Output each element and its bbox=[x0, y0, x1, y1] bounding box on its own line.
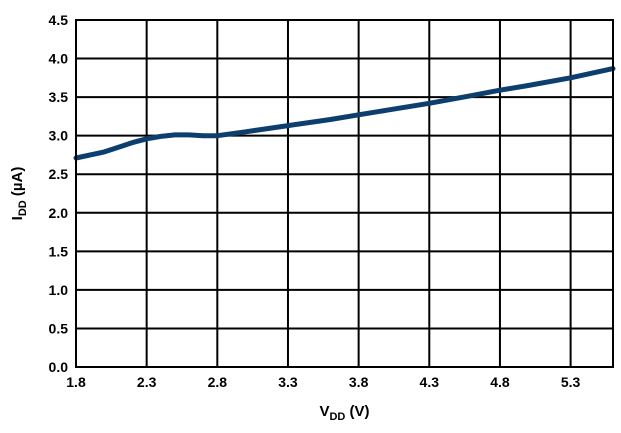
x-axis-title-subscript: DD bbox=[329, 411, 345, 423]
x-tick-label: 2.3 bbox=[137, 374, 157, 390]
y-tick-label: 2.0 bbox=[49, 205, 69, 221]
series-layer bbox=[73, 66, 616, 161]
y-tick-label: 1.0 bbox=[49, 282, 69, 298]
x-tick-label: 2.8 bbox=[208, 374, 228, 390]
y-tick-label: 0.5 bbox=[49, 320, 69, 336]
y-tick-label: 1.5 bbox=[49, 243, 69, 259]
y-axis-title: IDD (µA) bbox=[9, 167, 29, 221]
series-line-0 bbox=[73, 66, 616, 161]
y-tick-label: 3.0 bbox=[49, 128, 69, 144]
y-axis-title-unit: (µA) bbox=[9, 167, 26, 201]
x-tick-label: 4.8 bbox=[490, 374, 510, 390]
y-tick-label: 2.5 bbox=[49, 166, 69, 182]
y-axis-title-subscript: DD bbox=[17, 200, 29, 216]
x-axis-title-main: V bbox=[319, 403, 329, 420]
x-axis-title: VDD (V) bbox=[319, 403, 369, 423]
x-axis-title-unit: (V) bbox=[345, 403, 369, 420]
gridlines bbox=[75, 19, 614, 368]
y-tick-label: 3.5 bbox=[49, 89, 69, 105]
y-tick-label: 4.0 bbox=[49, 51, 69, 67]
y-axis-title-main: I bbox=[9, 216, 26, 220]
x-tick-label: 3.3 bbox=[278, 374, 298, 390]
x-tick-label: 5.3 bbox=[561, 374, 581, 390]
y-tick-label: 0.0 bbox=[49, 359, 69, 375]
x-tick-label: 4.3 bbox=[420, 374, 440, 390]
y-tick-labels: 0.0 0.5 1.0 1.5 2.0 2.5 3.0 3.5 4.0 4.5 bbox=[49, 12, 69, 375]
x-tick-labels: 1.8 2.3 2.8 3.3 3.8 4.3 4.8 5.3 bbox=[66, 374, 580, 390]
y-tick-label: 4.5 bbox=[49, 12, 69, 28]
plot-frame bbox=[75, 19, 614, 368]
x-tick-label: 1.8 bbox=[66, 374, 86, 390]
x-tick-label: 3.8 bbox=[349, 374, 369, 390]
